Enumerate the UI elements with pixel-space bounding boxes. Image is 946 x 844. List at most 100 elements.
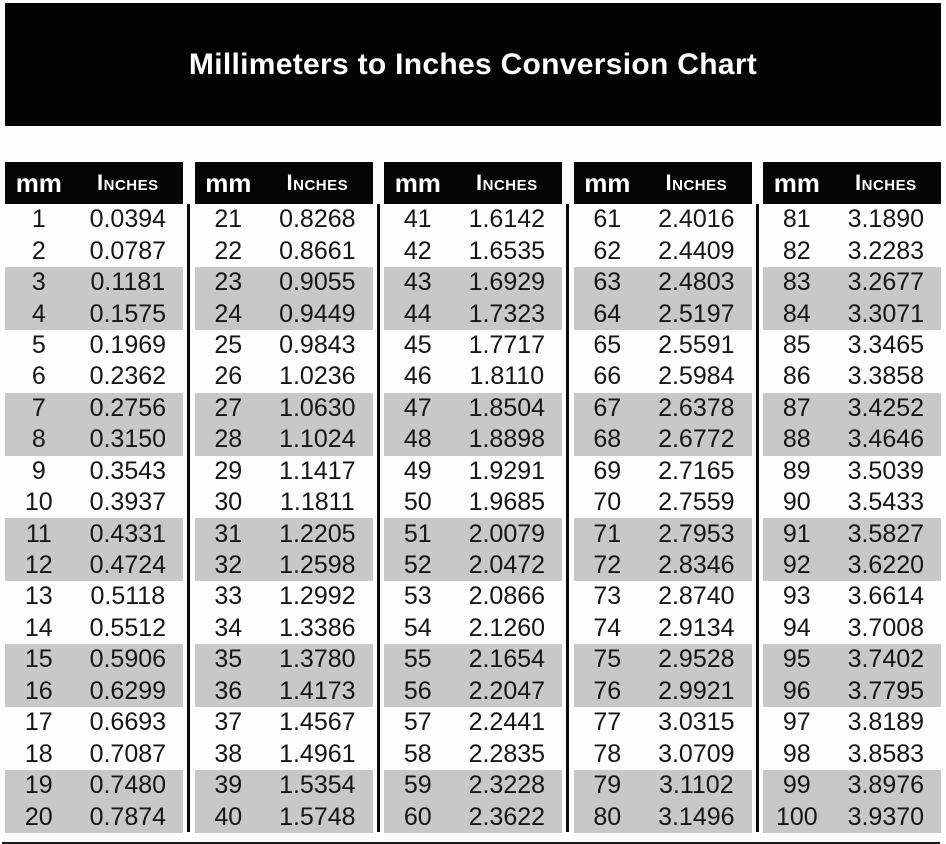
table-row: 92 3.6220	[763, 549, 941, 582]
mm-value: 83	[763, 266, 831, 299]
table-divider-line	[376, 204, 380, 832]
inches-value: 3.8189	[847, 708, 925, 737]
inches-value: 2.9528	[641, 644, 752, 676]
inches-value: 0.4724	[72, 549, 183, 582]
mm-value: 96	[763, 675, 831, 707]
mm-value: 38	[214, 739, 243, 768]
inches-value: 2.5984	[658, 362, 735, 391]
inches-column-header: Inches	[641, 162, 752, 204]
table-row: 24 0.9449	[194, 298, 373, 330]
mm-value: 39	[194, 769, 263, 802]
table-row: 78 3.0709	[574, 738, 752, 769]
table-row: 15 0.5906	[5, 644, 183, 676]
inches-value: 1.6535	[468, 236, 546, 265]
mm-value: 46	[403, 362, 432, 391]
mm-value: 86	[782, 362, 811, 391]
mm-value: 99	[763, 769, 831, 802]
table-row: 4 0.1575	[5, 298, 183, 330]
mm-column-header: mm	[573, 162, 642, 204]
inches-value: 3.3465	[847, 330, 925, 359]
mm-value: 5	[31, 330, 46, 359]
table-row: 37 1.4567	[195, 707, 373, 738]
inches-value: 0.0787	[89, 236, 167, 265]
mm-value: 62	[593, 236, 622, 265]
mm-value: 84	[763, 298, 831, 330]
table-row: 38 1.4961	[195, 738, 373, 769]
table-row: 1 0.0394	[5, 204, 183, 235]
table-divider-line	[566, 204, 570, 832]
table-row: 12 0.4724	[5, 549, 183, 582]
table-row: 98 3.8583	[763, 738, 941, 769]
table-row: 36 1.4173	[194, 675, 373, 707]
mm-value: 25	[214, 330, 243, 359]
mm-value: 85	[782, 330, 811, 359]
table-row: 6 0.2362	[5, 361, 183, 392]
table-row: 72 2.8346	[573, 549, 752, 582]
inches-value: 0.8661	[279, 236, 356, 265]
mm-value: 87	[763, 392, 831, 425]
table-row: 86 3.3858	[763, 361, 941, 392]
table-header-row: mm Inches	[194, 162, 373, 204]
table-row: 59 2.3228	[384, 769, 562, 802]
mm-value: 59	[384, 769, 452, 802]
inches-value: 1.5354	[262, 769, 373, 802]
mm-value: 50	[403, 488, 432, 517]
inches-value: 0.1969	[89, 330, 167, 359]
mm-value: 32	[194, 549, 263, 582]
mm-value: 58	[403, 739, 432, 768]
inches-value: 0.5906	[72, 644, 183, 676]
mm-value: 53	[403, 582, 432, 611]
inches-value: 2.5591	[658, 330, 735, 359]
conversion-table-2: mm Inches 21 0.8268 22 0.8661 23 0.9055 24 0.9449…	[194, 162, 373, 833]
inches-value: 1.3780	[262, 644, 373, 676]
mm-value: 69	[593, 456, 622, 485]
mm-value: 66	[593, 362, 622, 391]
mm-value: 75	[573, 644, 642, 676]
mm-value: 68	[573, 424, 642, 456]
mm-value: 79	[573, 769, 642, 802]
inches-value: 2.0472	[451, 549, 562, 582]
mm-value: 28	[194, 424, 263, 456]
table-row: 48 1.8898	[384, 424, 562, 456]
mm-value: 80	[573, 801, 642, 833]
mm-value: 76	[573, 675, 642, 707]
mm-value: 64	[573, 298, 642, 330]
inches-value: 0.1575	[72, 298, 183, 330]
table-row: 55 2.1654	[384, 644, 562, 676]
mm-value: 82	[782, 236, 811, 265]
table-row: 43 1.6929	[384, 266, 562, 299]
inches-value: 3.5433	[847, 488, 925, 517]
mm-value: 56	[384, 675, 452, 707]
mm-value: 37	[214, 708, 243, 737]
inches-value: 2.4016	[658, 205, 735, 234]
inches-value: 3.8976	[830, 769, 941, 802]
table-row: 27 1.0630	[194, 392, 373, 425]
mm-column-header: mm	[5, 162, 73, 204]
table-row: 20 0.7874	[5, 801, 183, 833]
table-row: 62 2.4409	[574, 235, 752, 266]
mm-value: 11	[5, 518, 73, 550]
table-row: 8 0.3150	[5, 424, 183, 456]
inches-value: 2.2047	[451, 675, 562, 707]
inches-value: 1.7323	[451, 298, 562, 330]
inches-value: 0.5118	[90, 582, 166, 611]
table-row: 97 3.8189	[763, 707, 941, 738]
inches-value: 0.9449	[262, 298, 373, 330]
inches-value: 1.4961	[279, 739, 356, 768]
table-row: 31 1.2205	[194, 518, 373, 550]
inches-value: 3.1102	[641, 769, 752, 802]
mm-value: 95	[763, 644, 831, 676]
table-row: 65 2.5591	[574, 330, 752, 361]
inches-value: 1.9685	[468, 488, 546, 517]
table-row: 41 1.6142	[384, 204, 562, 235]
inches-value: 0.2756	[72, 392, 183, 425]
mm-value: 45	[403, 330, 432, 359]
inches-value: 1.2992	[279, 582, 356, 611]
mm-value: 91	[763, 518, 831, 550]
mm-value: 74	[593, 613, 622, 642]
inches-value: 0.6693	[89, 708, 167, 737]
table-row: 73 2.8740	[574, 581, 752, 612]
mm-value: 52	[384, 549, 452, 582]
inches-value: 3.5827	[830, 518, 941, 550]
table-row: 34 1.3386	[195, 613, 373, 644]
